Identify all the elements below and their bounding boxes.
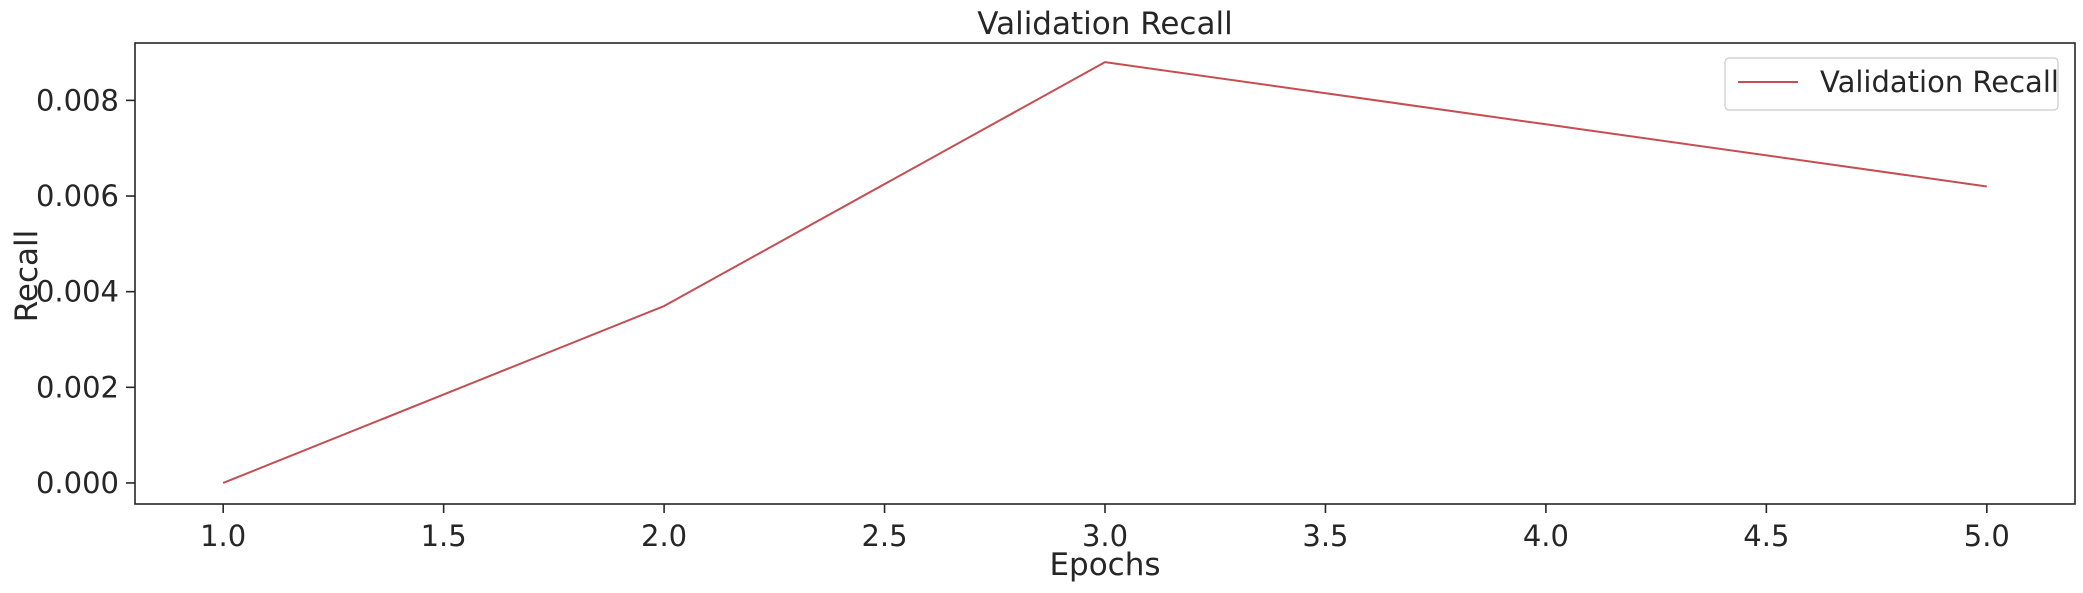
x-tick-label: 4.5 [1743,519,1789,553]
x-tick-label: 1.0 [200,519,246,553]
chart-title: Validation Recall [977,6,1232,42]
y-tick-label: 0.006 [36,179,119,213]
legend: Validation Recall [1724,57,2059,111]
y-axis: 0.000 0.002 0.004 0.006 0.008 [36,83,135,500]
x-tick-label: 2.0 [641,519,687,553]
x-tick-label: 2.5 [861,519,907,553]
x-tick-label: 3.5 [1302,519,1348,553]
x-axis: 1.0 1.5 2.0 2.5 3.0 3.5 4.0 4.5 5.0 [200,504,2010,553]
y-tick-label: 0.008 [36,83,119,117]
series-line-validation-recall [222,61,1987,484]
legend-label-validation-recall: Validation Recall [1820,65,2059,99]
x-tick-label: 4.0 [1523,519,1569,553]
y-tick-label: 0.002 [36,370,119,404]
x-tick-label: 5.0 [1964,519,2010,553]
y-tick-label: 0.004 [36,275,119,309]
series-layer [222,61,1987,484]
x-tick-label: 3.0 [1082,519,1128,553]
y-tick-label: 0.000 [36,466,119,500]
y-axis-label: Recall [9,230,45,323]
x-tick-label: 1.5 [421,519,467,553]
legend-box [1724,57,2059,111]
x-axis-label: Epochs [1049,547,1160,583]
